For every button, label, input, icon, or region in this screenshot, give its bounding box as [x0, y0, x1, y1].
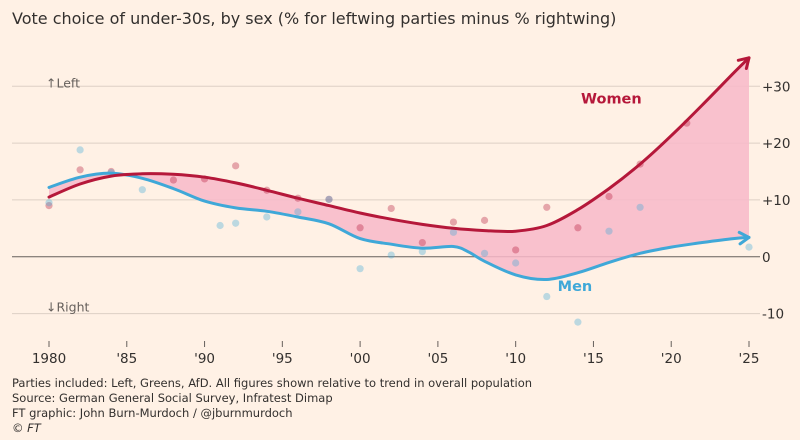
women-series-label: Women [581, 91, 642, 107]
men-data-point [605, 227, 613, 235]
footer-source: Source: German General Social Survey, In… [12, 391, 333, 405]
men-data-point [745, 243, 753, 251]
men-data-point [480, 249, 489, 257]
men-data-point [574, 318, 582, 326]
women-data-point [574, 224, 582, 232]
women-data-point [356, 224, 364, 232]
y-tick-label: +30 [762, 79, 791, 95]
x-tick-label: 1980 [32, 351, 66, 367]
men-data-point [216, 221, 224, 230]
men-series-label: Men [558, 279, 593, 295]
x-tick-label: '10 [505, 351, 526, 367]
men-data-point [418, 248, 426, 256]
women-data-point [169, 176, 178, 184]
x-tick-label: '95 [272, 351, 293, 367]
men-data-point [636, 203, 644, 211]
x-tick-label: '00 [350, 351, 371, 367]
x-tick-label: '20 [661, 351, 682, 367]
women-data-point [512, 246, 520, 254]
men-data-point [325, 195, 333, 203]
footer-copyright: © FT [12, 421, 41, 435]
women-data-point [45, 202, 53, 210]
men-data-point [449, 228, 458, 236]
women-data-point [418, 238, 426, 247]
footer-note: Parties included: Left, Greens, AfD. All… [12, 376, 533, 390]
men-data-point [76, 146, 84, 154]
women-trend-line [47, 56, 751, 234]
women-data-point [480, 216, 489, 224]
women-data-point [76, 166, 84, 174]
x-tick-label: '90 [194, 351, 215, 367]
x-tick-label: '85 [116, 351, 137, 367]
y-tick-label: 0 [762, 250, 771, 266]
footer-credit: FT graphic: John Burn-Murdoch / @jburnmu… [12, 406, 293, 420]
x-tick-label: '15 [583, 351, 604, 367]
women-data-point [543, 203, 551, 211]
chart-title: Vote choice of under-30s, by sex (% for … [12, 9, 617, 28]
chart-footer: Parties included: Left, Greens, AfD. All… [12, 376, 532, 436]
men-data-point [45, 199, 53, 207]
men-data-point [387, 251, 395, 259]
men-data-point [294, 208, 302, 216]
women-data-point [325, 195, 333, 203]
women-data-point [232, 162, 240, 170]
men-data-point [232, 219, 240, 227]
y-tick-label: +10 [762, 193, 791, 209]
x-tick-label: '05 [427, 351, 448, 367]
men-arrowhead [737, 230, 751, 246]
gap-fill-area [49, 57, 749, 280]
women-data-point [605, 192, 613, 201]
men-data-point [138, 186, 146, 194]
men-trend-line [47, 171, 751, 282]
left-direction-label: ↑Left [46, 75, 80, 90]
x-tick-label: '25 [739, 351, 760, 367]
men-data-point [543, 292, 551, 301]
y-tick-label: +20 [762, 136, 791, 152]
women-data-point [387, 204, 395, 213]
men-data-point [263, 213, 271, 221]
women-data-point [449, 218, 458, 226]
men-data-point [512, 259, 520, 267]
y-tick-label: -10 [762, 307, 784, 323]
right-direction-label: ↓Right [46, 299, 89, 314]
women-arrowhead [736, 56, 751, 71]
men-data-point [356, 265, 364, 273]
